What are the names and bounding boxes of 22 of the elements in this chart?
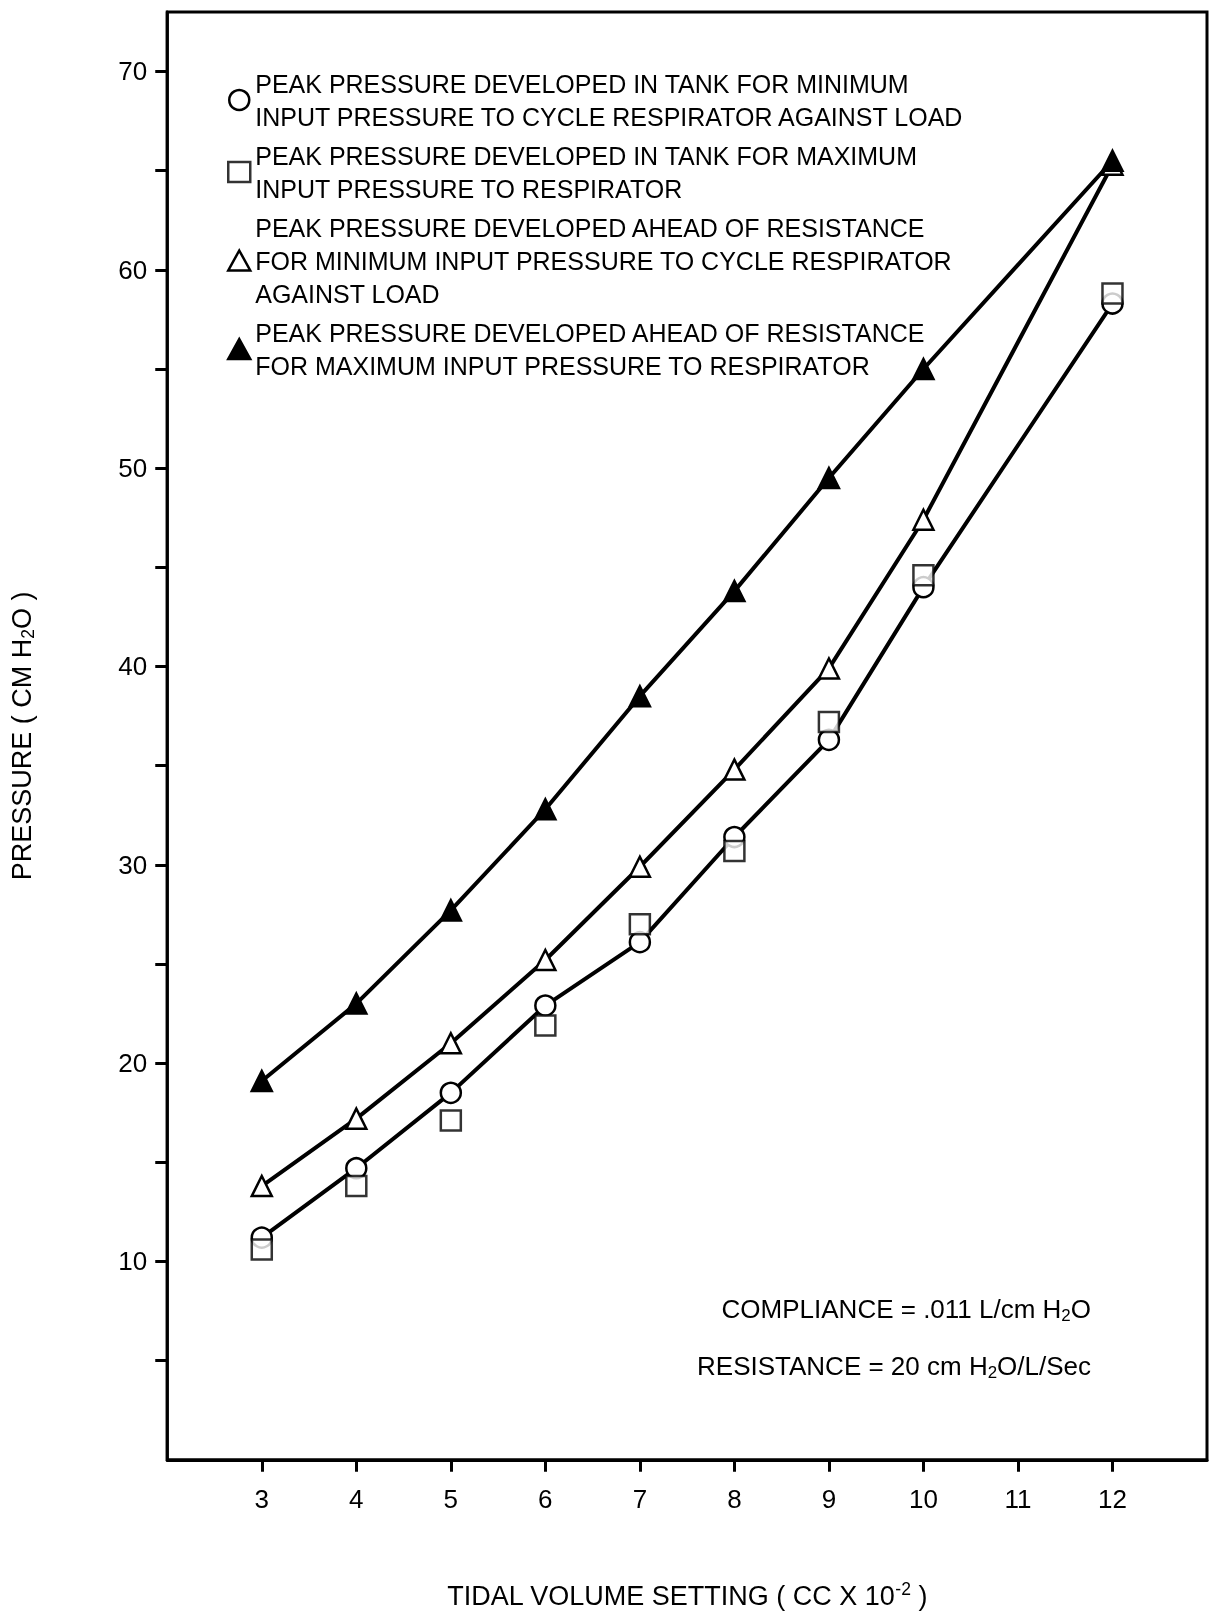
- x-tick-label: 11: [1004, 1483, 1032, 1514]
- x-tick-label: 12: [1098, 1483, 1127, 1514]
- y-tick-label: 20: [118, 1048, 148, 1079]
- x-tick-label: 4: [349, 1483, 364, 1514]
- x-tick-label: 7: [632, 1483, 648, 1514]
- y-tick-label: 30: [118, 849, 148, 880]
- legend-label: PEAK PRESSURE DEVELOPED IN TANK FOR MINIMUM INPUT PRESSURE TO CYCLE RESPIRATOR AGAINST LOAD: [255, 69, 963, 131]
- legend-label: PEAK PRESSURE DEVELOPED AHEAD OF RESISTANCE FOR MAXIMUM INPUT PRESSURE TO RESPIRATOR: [255, 318, 932, 380]
- x-tick-label: 6: [538, 1483, 553, 1514]
- x-tick-label: 3: [254, 1483, 270, 1514]
- y-tick-label: 50: [118, 453, 148, 484]
- x-tick-label: 9: [821, 1483, 837, 1514]
- x-tick-label: 8: [727, 1483, 742, 1514]
- x-tick-label: 10: [908, 1483, 938, 1514]
- legend-label: PEAK PRESSURE DEVELOPED IN TANK FOR MAXIMUM INPUT PRESSURE TO RESPIRATOR: [255, 141, 924, 203]
- legend-label: PEAK PRESSURE DEVELOPED AHEAD OF RESISTANCE FOR MINIMUM INPUT PRESSURE TO CYCLE RESPIRATOR AGAINST LOAD: [255, 213, 959, 308]
- y-tick-label: 10: [118, 1246, 148, 1277]
- y-tick-label: 70: [118, 56, 148, 87]
- y-tick-label: 40: [118, 651, 148, 682]
- y-axis-title: PRESSURE ( CM H2O ): [6, 591, 39, 881]
- x-tick-label: 5: [443, 1483, 459, 1514]
- y-tick-label: 60: [118, 254, 148, 285]
